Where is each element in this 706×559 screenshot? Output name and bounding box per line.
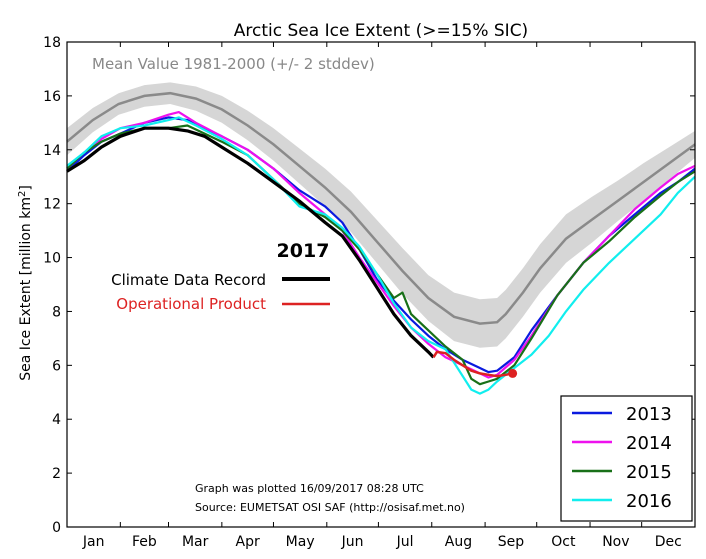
- y-tick-label: 2: [52, 466, 61, 482]
- x-tick-label-jan: Jan: [82, 534, 105, 550]
- y-tick-label: 16: [43, 89, 61, 105]
- y-axis-label: Sea Ice Extent [million km2]: [17, 185, 35, 381]
- y-tick-label: 18: [43, 35, 61, 51]
- legend-2017-heading: 2017: [277, 240, 330, 262]
- series-line-2015: [66, 124, 696, 386]
- footnote-source: Source: EUMETSAT OSI SAF (http://osisaf.…: [195, 501, 465, 514]
- x-tick-label-oct: Oct: [551, 534, 576, 550]
- legend-box: 2013 2014 2015 2016: [560, 395, 693, 522]
- series-line-2017-cdr: [66, 126, 435, 359]
- legend-2013-label: 2013: [626, 404, 672, 425]
- x-tick-label-nov: Nov: [602, 534, 629, 550]
- chart-title: Arctic Sea Ice Extent (>=15% SIC): [234, 21, 528, 41]
- series-layer: [66, 111, 696, 395]
- x-tick-label-aug: Aug: [445, 534, 472, 550]
- legend-2015-label: 2015: [626, 462, 672, 483]
- legend-cdr-label: Climate Data Record: [111, 271, 266, 289]
- y-tick-label: 10: [43, 251, 61, 267]
- y-tick-label: 8: [52, 304, 61, 320]
- x-tick-label-dec: Dec: [655, 534, 682, 550]
- legend-op-label: Operational Product: [116, 295, 266, 313]
- x-tick-label-mar: Mar: [182, 534, 209, 550]
- mean-line: [66, 91, 696, 325]
- mean-value-label: Mean Value 1981-2000 (+/- 2 stddev): [92, 55, 375, 73]
- y-tick-label: 4: [52, 412, 61, 428]
- y-tick-label: 14: [43, 143, 61, 159]
- legend-2014-label: 2014: [626, 433, 672, 454]
- x-tick-label-jul: Jul: [396, 534, 414, 550]
- y-ticks: 0 2 4 6 8 10 12 14 16 18: [43, 35, 695, 536]
- x-tick-label-sep: Sep: [498, 534, 525, 550]
- x-tick-label-jun: Jun: [341, 534, 364, 550]
- y-tick-label: 12: [43, 197, 61, 213]
- series-line-2016: [66, 116, 696, 395]
- footnote-plotted: Graph was plotted 16/09/2017 08:28 UTC: [195, 482, 424, 495]
- plot-frame: [66, 41, 696, 528]
- x-ticks: Jan Feb Mar Apr May Jun Jul Aug Sep Oct Nov Dec: [66, 42, 696, 550]
- latest-2017-point: [508, 368, 518, 378]
- y-tick-label: 6: [52, 358, 61, 374]
- x-tick-label-may: May: [286, 534, 315, 550]
- x-tick-label-feb: Feb: [132, 534, 157, 550]
- series-line-2017-operational: [432, 350, 513, 378]
- mean-stddev-band: [66, 82, 696, 348]
- y-tick-label: 0: [52, 520, 61, 536]
- stddev-band-area: [67, 82, 695, 348]
- legend-2016-label: 2016: [626, 491, 672, 512]
- x-tick-label-apr: Apr: [236, 534, 260, 550]
